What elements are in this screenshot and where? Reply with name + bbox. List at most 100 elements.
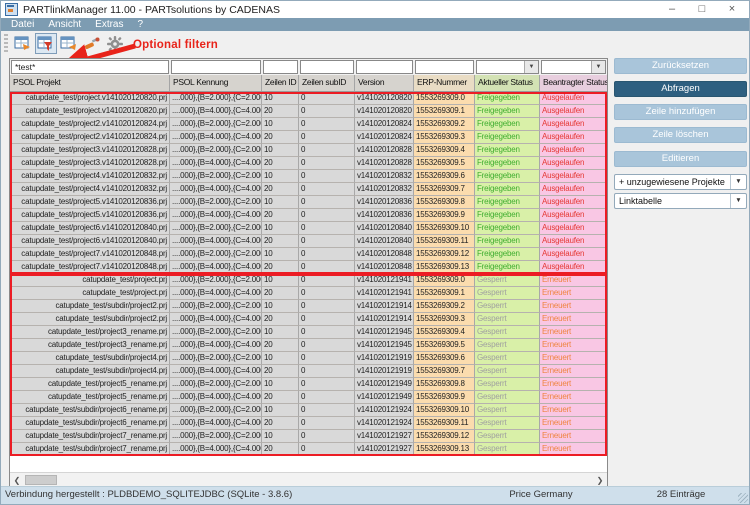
- cell-psol-projekt[interactable]: catupdate_test/project.v141020120820.prj: [10, 105, 170, 118]
- cell-erp-nummer[interactable]: 1553269309.11: [414, 417, 475, 430]
- column-header-version[interactable]: Version: [355, 75, 414, 91]
- cell-erp-nummer[interactable]: 1553269309.3: [414, 131, 475, 144]
- table-row[interactable]: catupdate_test/project.prj ....000},{B=2…: [10, 274, 607, 287]
- horizontal-scrollbar[interactable]: ❮ ❯: [10, 472, 607, 487]
- cell-version[interactable]: v141020120840: [355, 235, 414, 248]
- cell-beantragter-status[interactable]: Erneuert: [540, 391, 607, 404]
- cell-zeilen-subid[interactable]: 0: [299, 261, 355, 274]
- table-row[interactable]: catupdate_test/subdir/project6_rename.pr…: [10, 404, 607, 417]
- table-row[interactable]: catupdate_test/project5_rename.prj ....0…: [10, 391, 607, 404]
- editieren-button[interactable]: Editieren: [614, 151, 747, 167]
- cell-aktueller-status[interactable]: Freigegeben: [475, 248, 540, 261]
- cell-aktueller-status[interactable]: Gesperrt: [475, 391, 540, 404]
- cell-beantragter-status[interactable]: Ausgelaufen: [540, 209, 607, 222]
- cell-beantragter-status[interactable]: Ausgelaufen: [540, 118, 607, 131]
- cell-erp-nummer[interactable]: 1553269309.13: [414, 261, 475, 274]
- column-header-psol-projekt[interactable]: PSOL Projekt: [10, 75, 170, 91]
- cell-psol-kennung[interactable]: ....000},{B=4.000},{C=4.000}: [170, 105, 262, 118]
- menu-ansicht[interactable]: Ansicht: [48, 19, 82, 30]
- cell-zeilen-id[interactable]: 10: [262, 300, 299, 313]
- table-row[interactable]: catupdate_test/project.v141020120820.prj…: [10, 92, 607, 105]
- cell-psol-projekt[interactable]: catupdate_test/project3.v141020120828.pr…: [10, 157, 170, 170]
- cell-beantragter-status[interactable]: Erneuert: [540, 274, 607, 287]
- cell-erp-nummer[interactable]: 1553269309.13: [414, 443, 475, 456]
- cell-erp-nummer[interactable]: 1553269309.9: [414, 209, 475, 222]
- cell-zeilen-id[interactable]: 10: [262, 326, 299, 339]
- table-row[interactable]: catupdate_test/project7.v141020120848.pr…: [10, 261, 607, 274]
- cell-erp-nummer[interactable]: 1553269309.5: [414, 339, 475, 352]
- cell-beantragter-status[interactable]: Erneuert: [540, 300, 607, 313]
- cell-psol-projekt[interactable]: catupdate_test/subdir/project6_rename.pr…: [10, 417, 170, 430]
- cell-zeilen-subid[interactable]: 0: [299, 300, 355, 313]
- cell-psol-projekt[interactable]: catupdate_test/subdir/project4.prj: [10, 352, 170, 365]
- cell-version[interactable]: v141020121924: [355, 404, 414, 417]
- cell-zeilen-id[interactable]: 20: [262, 235, 299, 248]
- cell-version[interactable]: v141020121941: [355, 274, 414, 287]
- cell-zeilen-subid[interactable]: 0: [299, 430, 355, 443]
- menu-datei[interactable]: Datei: [11, 19, 35, 30]
- cell-erp-nummer[interactable]: 1553269309.4: [414, 144, 475, 157]
- cell-psol-projekt[interactable]: catupdate_test/project5.v141020120836.pr…: [10, 196, 170, 209]
- cell-psol-kennung[interactable]: ....000},{B=2.000},{C=2.000}: [170, 92, 262, 105]
- cell-zeilen-subid[interactable]: 0: [299, 209, 355, 222]
- cell-beantragter-status[interactable]: Ausgelaufen: [540, 92, 607, 105]
- cell-zeilen-id[interactable]: 10: [262, 274, 299, 287]
- cell-version[interactable]: v141020121927: [355, 430, 414, 443]
- cell-version[interactable]: v141020120824: [355, 118, 414, 131]
- cell-psol-kennung[interactable]: ....000},{B=4.000},{C=4.000}: [170, 313, 262, 326]
- table-row[interactable]: catupdate_test/subdir/project4.prj ....0…: [10, 352, 607, 365]
- cell-psol-projekt[interactable]: catupdate_test/project3.v141020120828.pr…: [10, 144, 170, 157]
- cell-aktueller-status[interactable]: Freigegeben: [475, 105, 540, 118]
- cell-erp-nummer[interactable]: 1553269309.0: [414, 274, 475, 287]
- table-row[interactable]: catupdate_test/project.v141020120820.prj…: [10, 105, 607, 118]
- cell-aktueller-status[interactable]: Freigegeben: [475, 170, 540, 183]
- cell-erp-nummer[interactable]: 1553269309.12: [414, 248, 475, 261]
- cell-erp-nummer[interactable]: 1553269309.10: [414, 404, 475, 417]
- cell-beantragter-status[interactable]: Erneuert: [540, 430, 607, 443]
- table-row[interactable]: catupdate_test/subdir/project4.prj ....0…: [10, 365, 607, 378]
- cell-zeilen-id[interactable]: 20: [262, 339, 299, 352]
- cell-version[interactable]: v141020120820: [355, 105, 414, 118]
- table-row[interactable]: catupdate_test/project6.v141020120840.pr…: [10, 235, 607, 248]
- cell-beantragter-status[interactable]: Erneuert: [540, 378, 607, 391]
- cell-beantragter-status[interactable]: Ausgelaufen: [540, 196, 607, 209]
- cell-zeilen-subid[interactable]: 0: [299, 313, 355, 326]
- table-row[interactable]: catupdate_test/project6.v141020120840.pr…: [10, 222, 607, 235]
- cell-psol-projekt[interactable]: catupdate_test/subdir/project6_rename.pr…: [10, 404, 170, 417]
- cell-beantragter-status[interactable]: Erneuert: [540, 352, 607, 365]
- table-row[interactable]: catupdate_test/project4.v141020120832.pr…: [10, 170, 607, 183]
- table-row[interactable]: catupdate_test/project3_rename.prj ....0…: [10, 326, 607, 339]
- cell-zeilen-subid[interactable]: 0: [299, 339, 355, 352]
- cell-zeilen-subid[interactable]: 0: [299, 404, 355, 417]
- cell-psol-projekt[interactable]: catupdate_test/project3_rename.prj: [10, 326, 170, 339]
- cell-erp-nummer[interactable]: 1553269309.7: [414, 183, 475, 196]
- cell-psol-kennung[interactable]: ....000},{B=4.000},{C=4.000}: [170, 339, 262, 352]
- filter-beantragter-status-select[interactable]: ▼: [541, 60, 606, 74]
- table-export-icon[interactable]: [12, 33, 34, 54]
- cell-erp-nummer[interactable]: 1553269309.3: [414, 313, 475, 326]
- cell-aktueller-status[interactable]: Gesperrt: [475, 326, 540, 339]
- cell-psol-kennung[interactable]: ....000},{B=4.000},{C=4.000}: [170, 131, 262, 144]
- cell-zeilen-subid[interactable]: 0: [299, 443, 355, 456]
- table-row[interactable]: catupdate_test/project7.v141020120848.pr…: [10, 248, 607, 261]
- filter-aktueller-status-select[interactable]: ▼: [476, 60, 539, 74]
- minimize-button[interactable]: –: [668, 3, 676, 15]
- cell-zeilen-id[interactable]: 20: [262, 313, 299, 326]
- projects-dropdown[interactable]: + unzugewiesene Projekte ▼: [614, 174, 747, 190]
- cell-psol-kennung[interactable]: ....000},{B=2.000},{C=2.000}: [170, 222, 262, 235]
- cell-psol-kennung[interactable]: ....000},{B=2.000},{C=2.000}: [170, 196, 262, 209]
- cell-version[interactable]: v141020121919: [355, 365, 414, 378]
- cell-aktueller-status[interactable]: Gesperrt: [475, 339, 540, 352]
- cell-psol-kennung[interactable]: ....000},{B=2.000},{C=2.000}: [170, 300, 262, 313]
- cell-psol-projekt[interactable]: catupdate_test/project2.v141020120824.pr…: [10, 118, 170, 131]
- cell-zeilen-subid[interactable]: 0: [299, 222, 355, 235]
- cell-psol-kennung[interactable]: ....000},{B=2.000},{C=2.000}: [170, 378, 262, 391]
- cell-zeilen-id[interactable]: 10: [262, 196, 299, 209]
- cell-aktueller-status[interactable]: Freigegeben: [475, 157, 540, 170]
- cell-version[interactable]: v141020120820: [355, 92, 414, 105]
- cell-beantragter-status[interactable]: Erneuert: [540, 404, 607, 417]
- cell-erp-nummer[interactable]: 1553269309.2: [414, 300, 475, 313]
- cell-beantragter-status[interactable]: Erneuert: [540, 417, 607, 430]
- cell-zeilen-subid[interactable]: 0: [299, 326, 355, 339]
- cell-beantragter-status[interactable]: Erneuert: [540, 326, 607, 339]
